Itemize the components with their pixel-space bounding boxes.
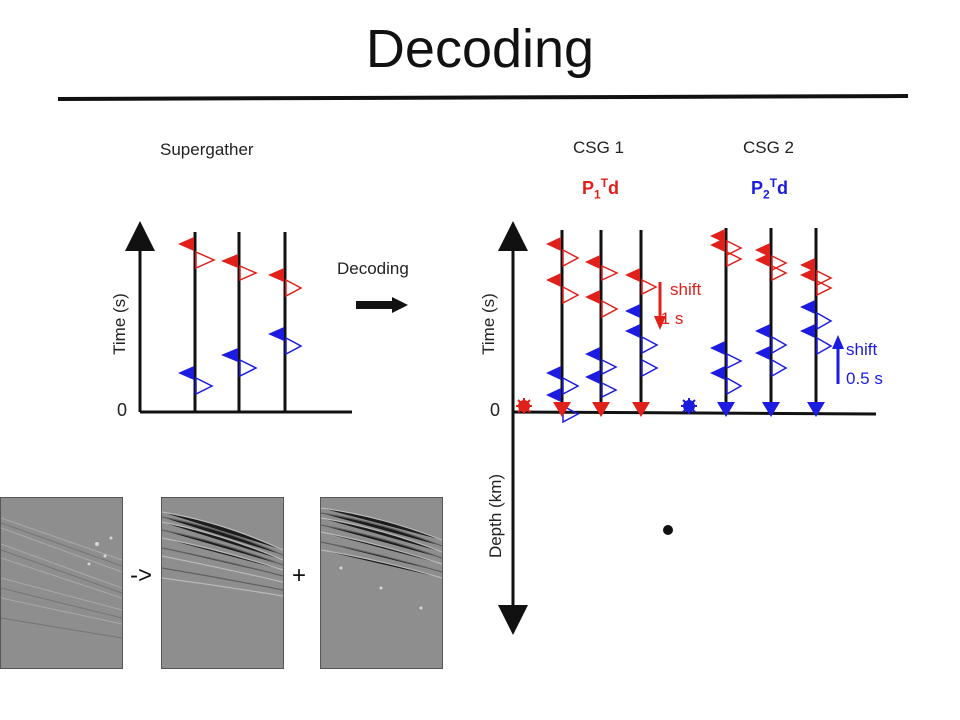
- csg1-red-wavelets: [546, 237, 658, 319]
- csg1-receiver-1: [553, 402, 571, 417]
- plus-operator: +: [292, 562, 307, 589]
- shift-red-line1: shift: [670, 280, 702, 299]
- slide-title: Decoding: [365, 19, 595, 79]
- csg2-blue-wavelets: [710, 300, 833, 396]
- csg1-receiver-3: [632, 402, 650, 417]
- title-underline: [57, 94, 909, 101]
- left-blue-event-1: [178, 366, 194, 380]
- decoding-label: Decoding: [337, 259, 409, 278]
- left-red-event-2: [221, 254, 238, 268]
- csg1-formula: P1Td: [582, 176, 620, 202]
- csg2-label: CSG 2: [743, 138, 795, 157]
- shift-blue-line1: shift: [846, 340, 878, 359]
- csg2-receiver-3: [807, 402, 825, 417]
- supergather-label: Supergather: [160, 140, 254, 159]
- csg2-formula: P2Td: [751, 176, 789, 202]
- depth-axis-label: Depth (km): [486, 473, 505, 559]
- left-blue-event-3: [268, 327, 284, 341]
- left-blue-event-2: [221, 348, 238, 362]
- shift-red-line2: -1 s: [655, 309, 684, 328]
- csg1-blue-wavelets: [546, 304, 659, 424]
- csg1-label: CSG 1: [573, 138, 625, 157]
- left-red-event-1: [178, 237, 194, 251]
- right-zero-label: 0: [490, 400, 501, 420]
- left-wavelets: [178, 237, 303, 396]
- seismic-image-decoded-1: [161, 497, 284, 669]
- csg2-red-wavelets: [710, 229, 833, 297]
- shift-blue-line2: 0.5 s: [846, 369, 883, 388]
- arrow-operator: ->: [130, 562, 153, 589]
- csg2-receiver-1: [717, 402, 735, 417]
- left-zero-label: 0: [117, 400, 128, 420]
- csg2-source-star: [681, 398, 697, 414]
- seismic-image-decoded-2: [320, 497, 443, 669]
- csg2-receiver-2: [762, 402, 780, 417]
- seismic-image-mixed: [0, 497, 123, 669]
- decoding-arrow-head: [392, 297, 408, 313]
- csg1-source-star: [516, 398, 532, 414]
- left-red-event-3: [268, 268, 284, 282]
- decoding-arrow-shaft: [356, 301, 394, 309]
- left-time-axis-label: Time (s): [110, 293, 129, 355]
- point-scatterer: [663, 525, 673, 535]
- right-time-axis-label: Time (s): [479, 293, 498, 355]
- csg1-receiver-2: [592, 402, 610, 417]
